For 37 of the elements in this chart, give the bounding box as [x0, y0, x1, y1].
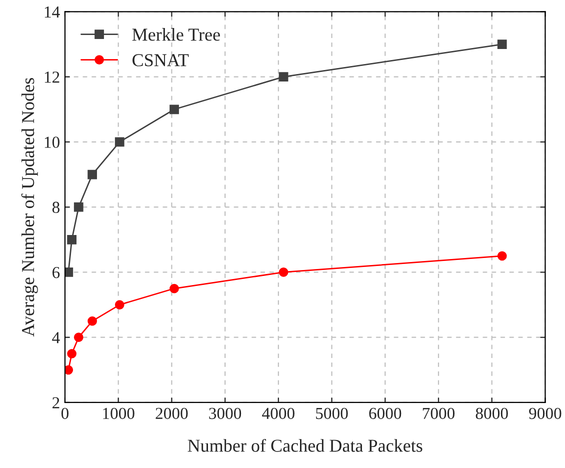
x-tick-label: 8000 — [476, 408, 508, 420]
point — [497, 251, 507, 261]
x-tick-label: 2000 — [156, 408, 188, 420]
point — [114, 137, 124, 147]
point — [74, 332, 84, 342]
y-tick-label: 12 — [44, 72, 60, 83]
legend-label: CSNAT — [132, 54, 189, 66]
point — [64, 365, 74, 375]
legend-label: Merkle Tree — [132, 28, 220, 41]
y-tick-label: 4 — [52, 332, 60, 344]
point — [74, 202, 84, 212]
point — [88, 316, 97, 326]
point — [67, 234, 76, 244]
x-tick-label: 4000 — [262, 408, 294, 420]
y-axis-title: Average Number of Updated Nodes — [21, 78, 38, 337]
x-tick-label: 5000 — [316, 408, 348, 420]
point — [278, 72, 288, 82]
point — [497, 40, 507, 49]
y-tick-label: 2 — [52, 397, 60, 408]
y-tick-label: 6 — [52, 266, 60, 278]
x-tick-label: 1000 — [103, 408, 134, 420]
x-tick-label: 7000 — [422, 408, 455, 420]
point — [170, 284, 179, 294]
x-tick-label: 3000 — [209, 408, 242, 420]
y-tick-label: 8 — [52, 202, 60, 214]
point — [278, 268, 288, 277]
point — [114, 300, 124, 310]
point — [170, 104, 179, 114]
x-tick-label: 6000 — [369, 408, 402, 420]
x-axis-title: Number of Cached Data Packets — [188, 438, 422, 452]
point — [67, 348, 76, 358]
x-tick-label: 0 — [61, 408, 69, 420]
x-tick-label: 9000 — [529, 408, 562, 420]
y-tick-label: 10 — [44, 136, 60, 148]
point — [88, 170, 97, 180]
point — [64, 268, 74, 277]
y-tick-label: 14 — [44, 6, 60, 18]
